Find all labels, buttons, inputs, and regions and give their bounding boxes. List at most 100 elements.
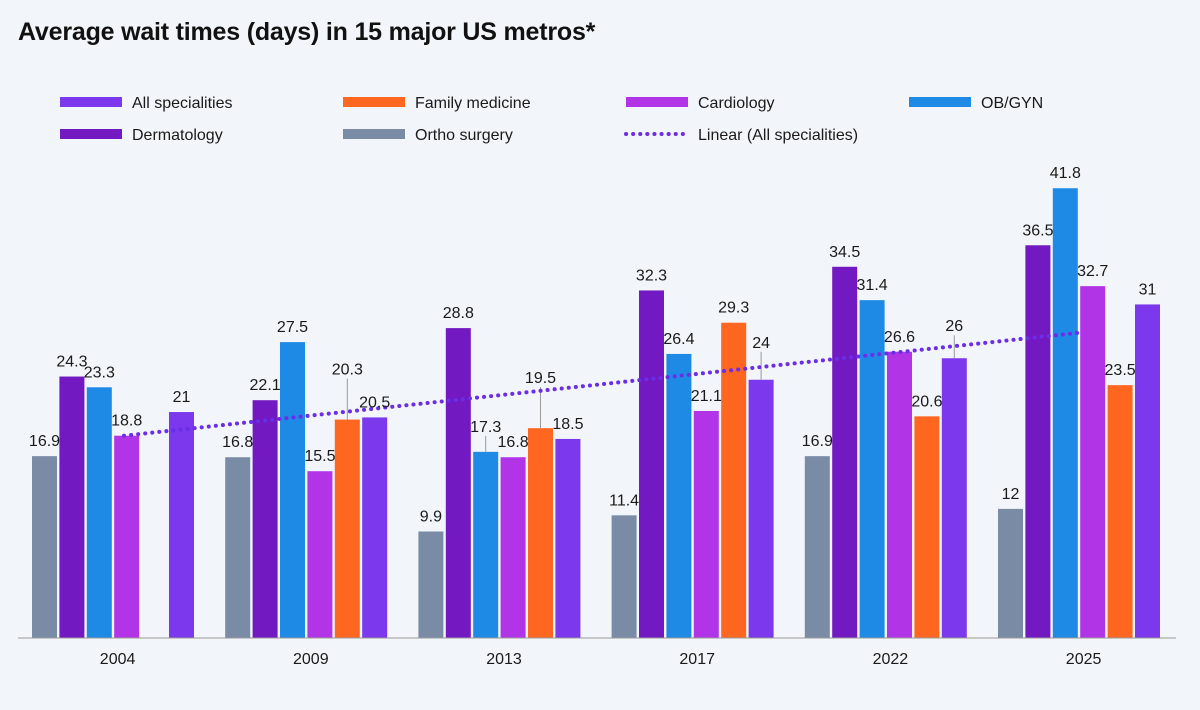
legend-item-ob-gyn: OB/GYN — [909, 95, 1043, 112]
bar-dermatology-2017 — [639, 290, 664, 638]
bar-cardiology-2004 — [114, 435, 140, 638]
bar-all-specialities-2022 — [941, 358, 967, 638]
x-tick-2013: 2013 — [486, 651, 522, 668]
bar-cardiology-2025 — [1080, 286, 1106, 638]
trendline-all-specialities — [122, 330, 1084, 438]
bar-dermatology-2004 — [59, 376, 85, 638]
x-tick-2022: 2022 — [873, 651, 909, 668]
legend-item-family-medicine: Family medicine — [343, 95, 531, 112]
legend-swatch — [60, 129, 122, 139]
bar-ortho-surgery-2025 — [998, 508, 1023, 638]
legend-item-dermatology: Dermatology — [60, 127, 223, 144]
data-labels: 16.9 16.8 9.9 11.4 16.9 12 24.3 22.1 28.8 32.3 34.… — [29, 165, 1157, 525]
x-tick-2025: 2025 — [1066, 651, 1102, 668]
bar-dermatology-2022 — [832, 266, 858, 638]
legend-label: Linear (All specialities) — [698, 127, 858, 144]
bar-family-medicine-2013 — [528, 428, 553, 638]
data-label-ortho-surgery-2009: 16.8 — [222, 434, 253, 451]
bars-group — [32, 188, 1160, 638]
data-label-dermatology-2017: 32.3 — [636, 267, 667, 284]
bar-ortho-surgery-2013 — [418, 531, 444, 638]
bar-ob-gyn-2017 — [666, 353, 692, 638]
data-label-ob-gyn-2017: 26.4 — [663, 331, 694, 348]
data-label-all-specialities-2009: 20.5 — [359, 394, 390, 411]
legend-swatch — [343, 97, 405, 107]
x-tick-2009: 2009 — [293, 651, 329, 668]
data-label-ortho-surgery-2004: 16.9 — [29, 433, 60, 450]
data-label-ob-gyn-2013: 17.3 — [470, 419, 501, 436]
bar-ob-gyn-2013 — [473, 451, 499, 638]
bar-dermatology-2009 — [252, 400, 278, 638]
bar-ob-gyn-2022 — [859, 300, 885, 638]
bar-ob-gyn-2004 — [86, 387, 112, 638]
bar-family-medicine-2025 — [1107, 385, 1133, 638]
bar-dermatology-2025 — [1025, 245, 1051, 638]
data-label-ob-gyn-2025: 41.8 — [1050, 165, 1081, 182]
data-label-dermatology-2004: 24.3 — [56, 354, 87, 371]
data-label-ob-gyn-2022: 31.4 — [857, 277, 888, 294]
bar-family-medicine-2009 — [334, 419, 360, 638]
data-label-ortho-surgery-2013: 9.9 — [420, 508, 442, 525]
data-label-cardiology-2004: 18.8 — [111, 413, 142, 430]
data-label-family-medicine-2022: 20.6 — [911, 393, 942, 410]
legend-item-all-specialities: All specialities — [60, 95, 232, 112]
bar-all-specialities-2013 — [555, 438, 581, 638]
legend-swatch — [909, 97, 971, 107]
bar-cardiology-2013 — [500, 457, 526, 638]
legend-swatch — [60, 97, 122, 107]
legend-swatch — [343, 129, 405, 139]
data-label-cardiology-2009: 15.5 — [304, 448, 335, 465]
data-label-all-specialities-2017: 24 — [752, 335, 770, 352]
legend-swatch — [626, 97, 688, 107]
x-tick-labels: 2004 2009 2013 2017 2022 2025 — [100, 651, 1102, 668]
data-label-dermatology-2013: 28.8 — [443, 305, 474, 322]
bar-ob-gyn-2025 — [1052, 188, 1078, 638]
bar-all-specialities-2004 — [169, 412, 194, 638]
data-label-all-specialities-2013: 18.5 — [552, 416, 583, 433]
data-label-ortho-surgery-2022: 16.9 — [802, 433, 833, 450]
legend-label: OB/GYN — [981, 95, 1043, 112]
chart-title: Average wait times (days) in 15 major US… — [18, 18, 596, 46]
data-label-cardiology-2022: 26.6 — [884, 329, 915, 346]
legend-label: Dermatology — [132, 127, 223, 144]
data-label-dermatology-2009: 22.1 — [250, 377, 281, 394]
bar-all-specialities-2009 — [362, 417, 388, 638]
bar-cardiology-2017 — [693, 410, 719, 638]
bar-ob-gyn-2009 — [280, 342, 305, 638]
data-label-ob-gyn-2004: 23.3 — [84, 364, 115, 381]
bar-all-specialities-2025 — [1135, 304, 1160, 638]
legend-label: Ortho surgery — [415, 127, 513, 144]
x-tick-2017: 2017 — [679, 651, 715, 668]
bar-ortho-surgery-2017 — [611, 515, 637, 638]
data-label-all-specialities-2025: 31 — [1139, 281, 1157, 298]
data-label-family-medicine-2013: 19.5 — [525, 370, 556, 387]
data-label-all-specialities-2004: 21 — [173, 389, 191, 406]
legend-label: Family medicine — [415, 95, 531, 112]
bar-ortho-surgery-2004 — [32, 456, 57, 638]
bar-ortho-surgery-2022 — [804, 456, 830, 638]
bar-family-medicine-2022 — [914, 416, 940, 638]
data-label-ortho-surgery-2017: 11.4 — [609, 492, 639, 509]
bar-cardiology-2009 — [307, 471, 333, 638]
data-label-dermatology-2025: 36.5 — [1022, 222, 1053, 239]
data-label-all-specialities-2022: 26 — [945, 318, 963, 335]
x-tick-2004: 2004 — [100, 651, 136, 668]
leader-lines — [346, 335, 955, 452]
data-label-cardiology-2013: 16.8 — [498, 434, 529, 451]
trendline-group — [122, 330, 1084, 438]
data-label-ob-gyn-2009: 27.5 — [277, 319, 308, 336]
legend-item-cardiology: Cardiology — [626, 95, 774, 112]
data-label-ortho-surgery-2025: 12 — [1002, 486, 1020, 503]
data-label-cardiology-2017: 21.1 — [691, 388, 722, 405]
data-label-family-medicine-2025: 23.5 — [1105, 362, 1136, 379]
bar-all-specialities-2017 — [748, 379, 774, 638]
data-label-dermatology-2022: 34.5 — [829, 244, 860, 261]
legend-item-linear-all-specialities: Linear (All specialities) — [624, 127, 858, 144]
bar-cardiology-2022 — [887, 351, 912, 638]
data-label-family-medicine-2009: 20.3 — [332, 362, 363, 379]
data-label-family-medicine-2017: 29.3 — [718, 300, 749, 317]
legend-label: Cardiology — [698, 95, 774, 112]
legend-label: All specialities — [132, 95, 232, 112]
data-label-cardiology-2025: 32.7 — [1077, 263, 1108, 280]
